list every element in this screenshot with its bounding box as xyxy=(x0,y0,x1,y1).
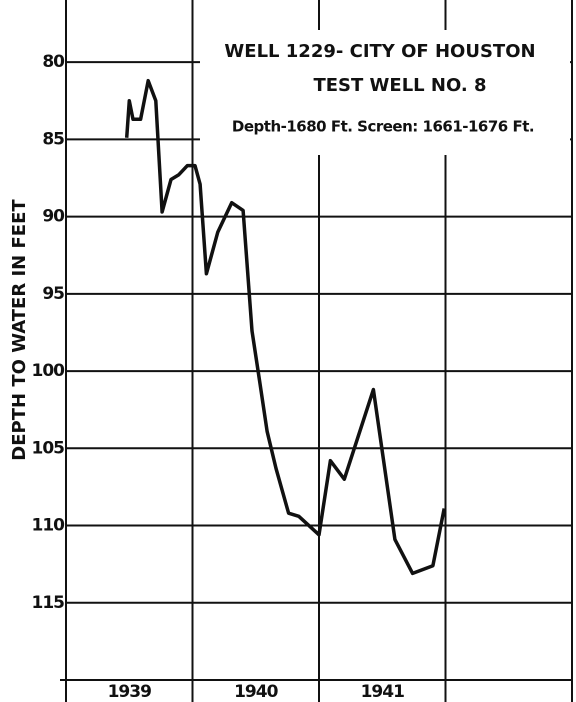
y-tick-label: 100 xyxy=(32,361,66,381)
y-tick-label: 105 xyxy=(32,438,65,458)
y-tick-label: 85 xyxy=(42,129,64,149)
data-line xyxy=(124,78,446,576)
x-tick-label: 1941 xyxy=(361,682,404,702)
x-tick-label: 1940 xyxy=(234,682,278,702)
chart-subtitle: TEST WELL NO. 8 xyxy=(313,75,486,96)
x-tick-label: 1939 xyxy=(108,682,151,702)
y-tick-label: 90 xyxy=(42,207,65,227)
title-backdrop xyxy=(200,30,570,155)
y-tick-label: 95 xyxy=(42,284,64,304)
y-axis-label: DEPTH TO WATER IN FEET xyxy=(9,199,30,461)
chart-title: WELL 1229- CITY OF HOUSTON xyxy=(224,41,535,62)
y-tick-label: 115 xyxy=(32,593,65,613)
y-tick-label: 110 xyxy=(32,516,66,536)
y-tick-label: 80 xyxy=(42,52,65,72)
annotation: Depth-1680 Ft. Screen: 1661-1676 Ft. xyxy=(232,118,534,136)
